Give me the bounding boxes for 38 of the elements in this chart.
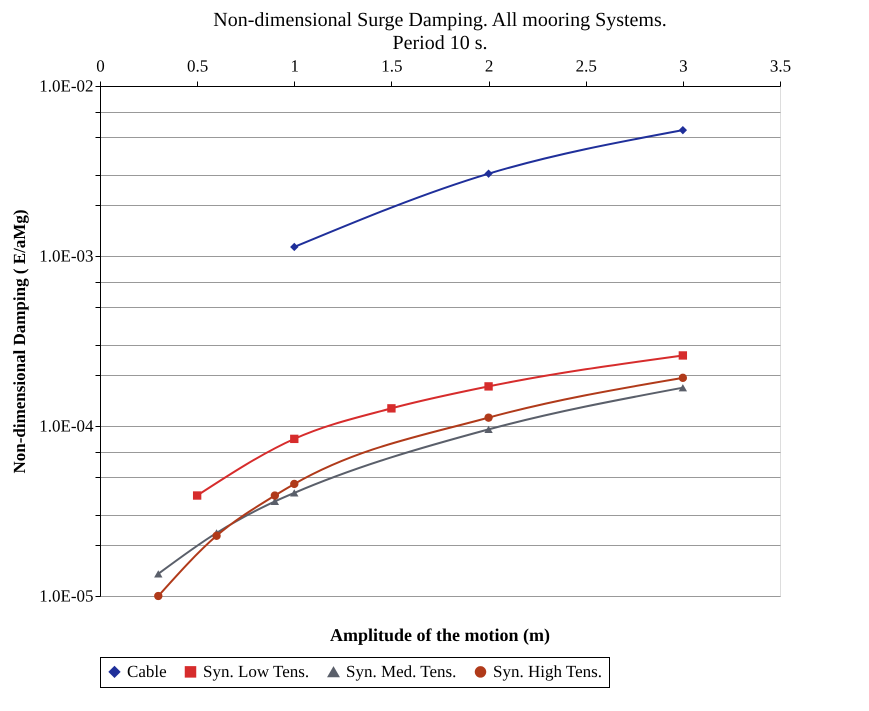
x-tick-label: 2.5 [576,56,597,76]
point [212,532,221,540]
x-tick-label: 0 [96,56,105,76]
point [484,426,493,434]
x-tick-label: 1 [290,56,300,76]
x-axis-title: Amplitude of the motion (m) [330,625,550,645]
point [678,374,688,382]
point [290,242,298,252]
x-tick-label: 3.5 [770,56,792,76]
x-tick-label: 0.5 [187,56,208,76]
legend-label: Syn. Med. Tens. [346,662,456,682]
x-tick-label: 1.5 [381,56,403,76]
y-tick-label: 1.0E-05 [39,586,94,606]
point [484,413,493,422]
point [678,384,688,392]
point [192,491,202,500]
chart-subtitle: Period 10 s. [392,32,488,54]
point [290,434,298,444]
y-axis-title: Non-dimensional Damping ( E/aMg) [10,210,30,474]
legend-label: Cable [127,662,167,681]
y-tick-label: 1.0E-04 [39,416,94,436]
x-tick-label: 3 [679,56,688,76]
point [678,351,688,360]
point [678,126,688,134]
y-tick-label: 1.0E-02 [39,76,94,96]
point [154,570,162,578]
y-tick-label: 1.0E-03 [39,246,94,266]
point [154,592,162,600]
chart-title: Non-dimensional Surge Damping. All mooring Systems. [213,9,667,31]
x-tick-label: 2 [484,56,494,76]
point [270,491,280,500]
point [387,404,396,413]
point [484,169,493,178]
legend-label: Syn. High Tens. [493,662,602,681]
point [290,480,298,488]
point [484,382,493,391]
legend-label: Syn. Low Tens. [203,662,310,681]
point [290,489,298,497]
